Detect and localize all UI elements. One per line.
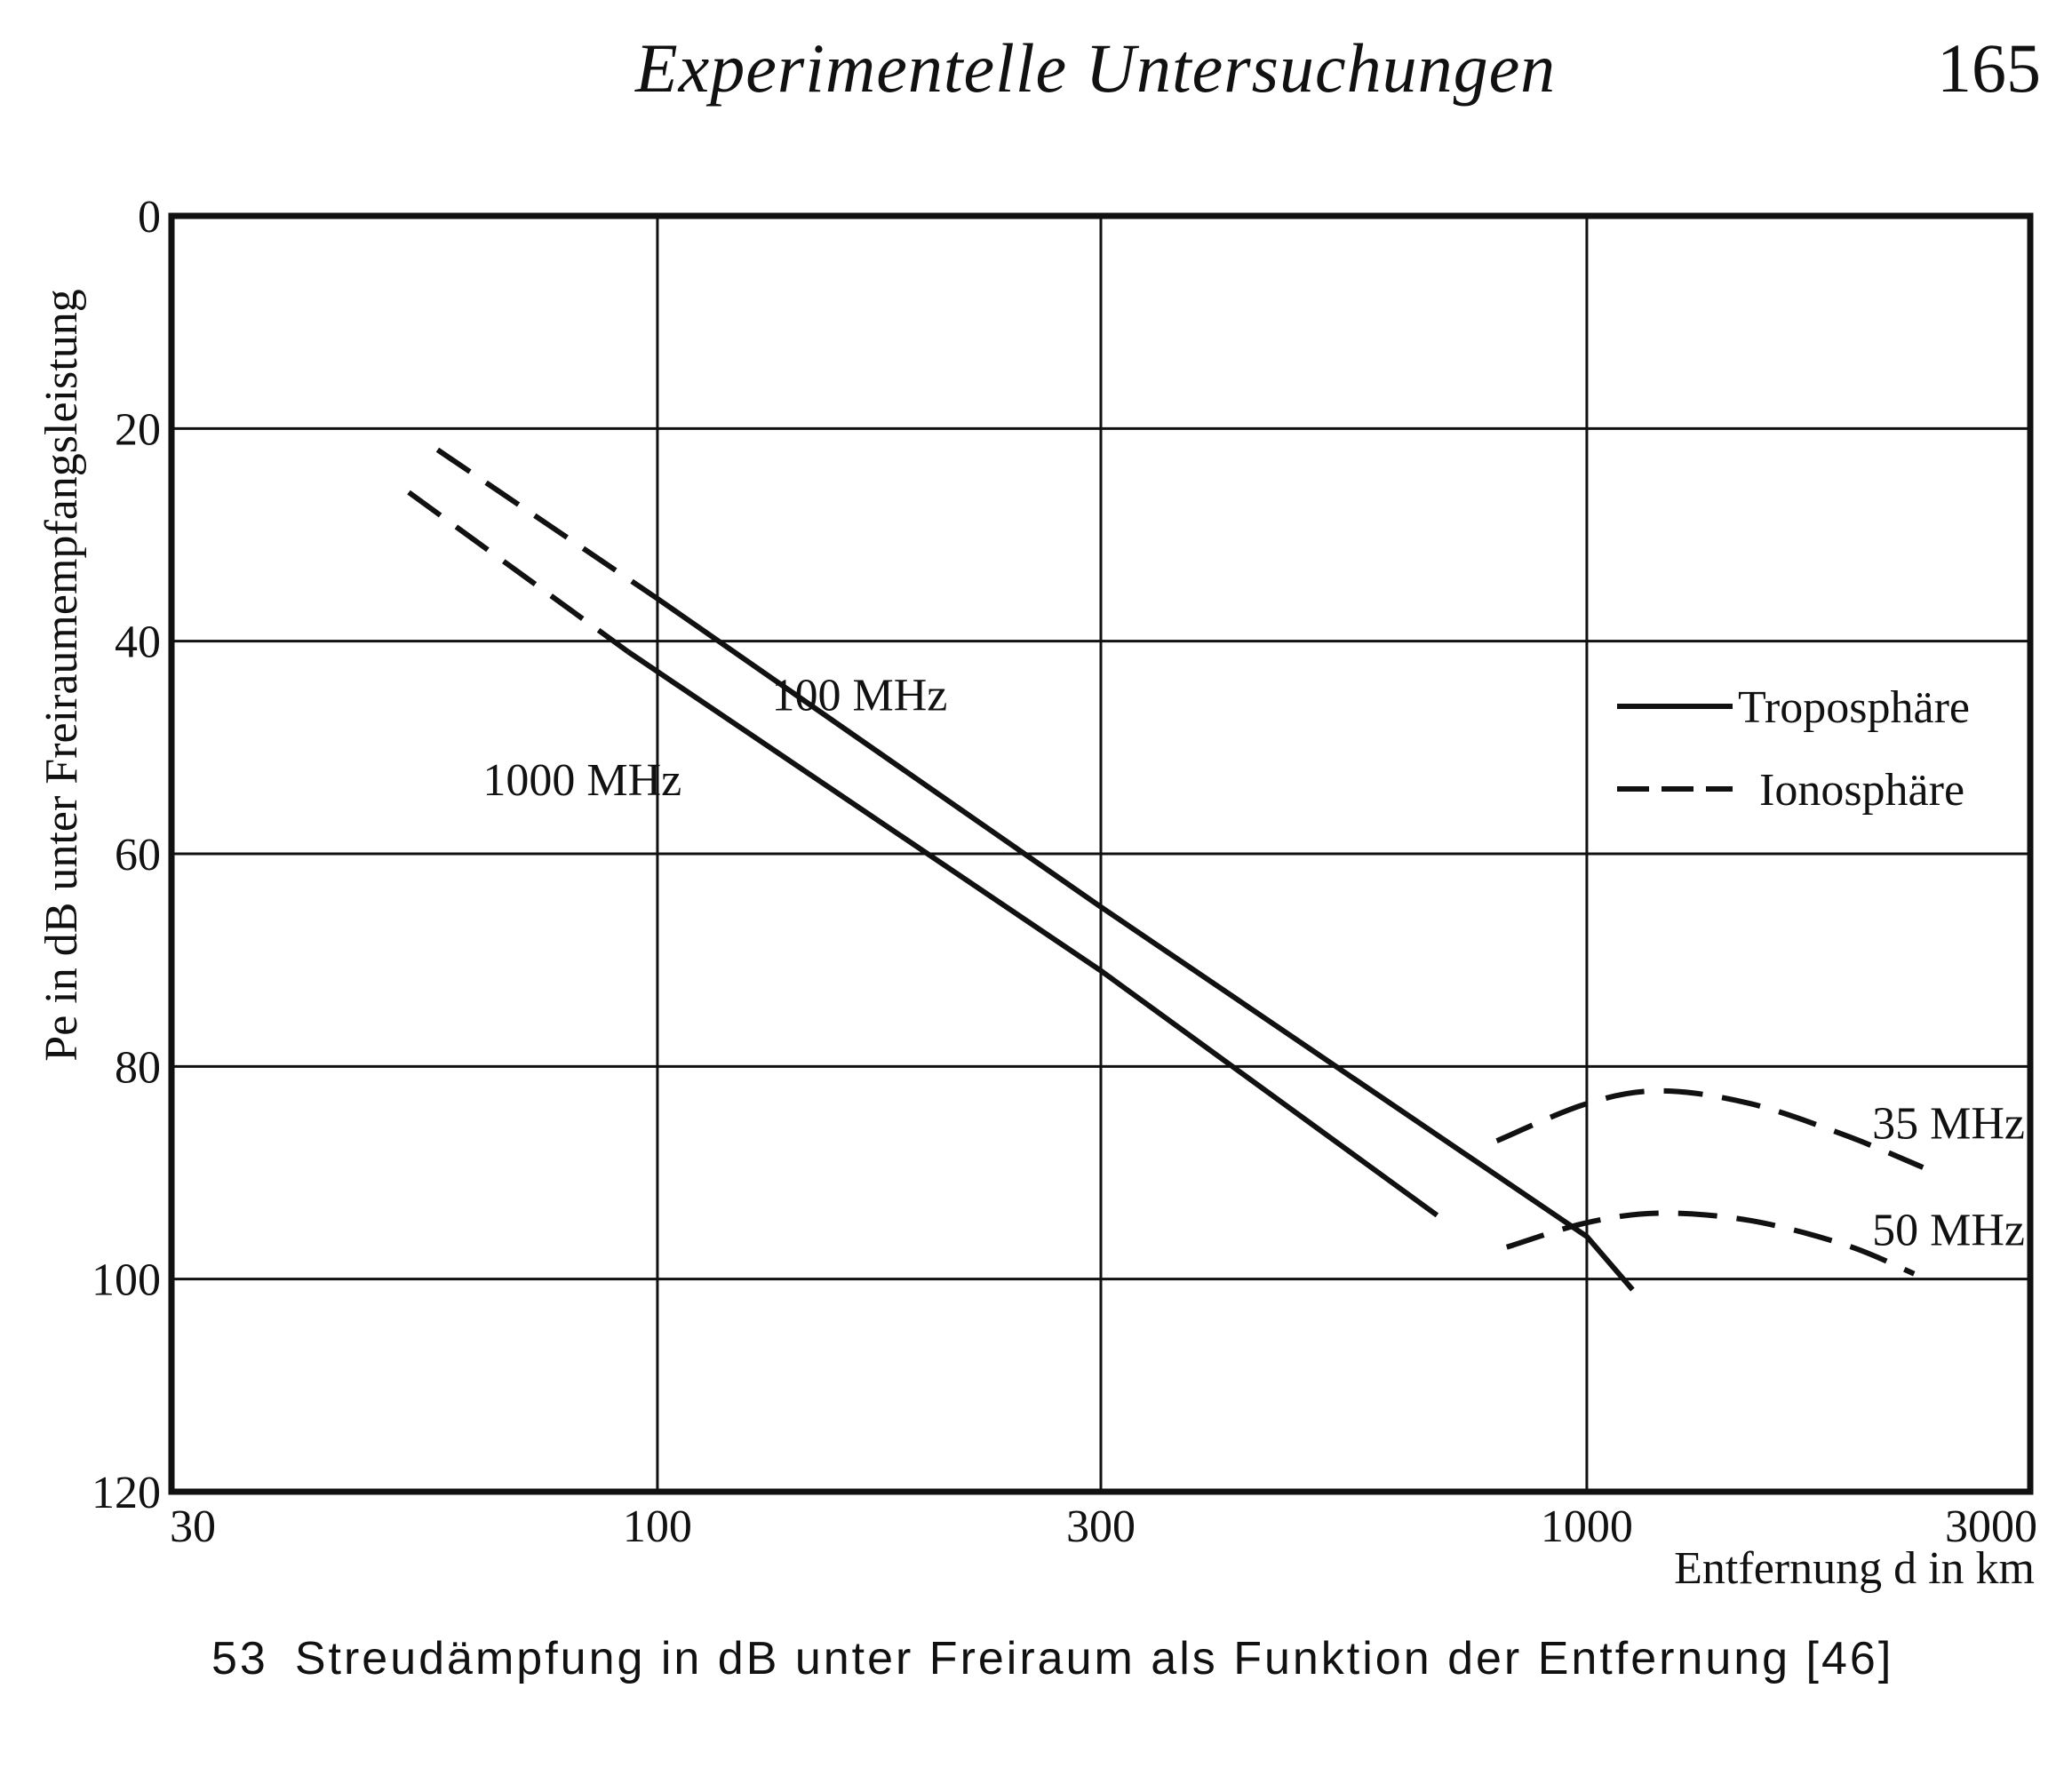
series-label-35-mhz: 35 MHz (1872, 1099, 2025, 1150)
series-label-100-mhz: 100 MHz (771, 670, 947, 721)
x-axis-label: Entfernung d in km (1674, 1543, 2035, 1594)
y-tick-label-100: 100 (92, 1255, 161, 1306)
series-line-50-mhz-dashed-0 (1505, 1210, 1916, 1277)
x-tick-label-300: 300 (1066, 1501, 1136, 1552)
legend: Troposphäre Ionosphäre (1617, 682, 1970, 816)
running-title: Experimentelle Untersuchungen (635, 29, 1557, 107)
series-line-100-mhz-solid-1 (656, 596, 1635, 1292)
y-axis-label: Pe in dB unter Freiraumempfangsleistung (36, 289, 87, 1061)
y-tick-label-80: 80 (115, 1042, 161, 1093)
series-label-50-mhz: 50 MHz (1872, 1205, 2025, 1255)
series-line-35-mhz-dashed-0 (1495, 1087, 1925, 1170)
page-header: Experimentelle Untersuchungen 165 (0, 18, 2072, 115)
grid-layer (171, 216, 2030, 1492)
series-label-1000-mhz: 1000 MHz (482, 755, 681, 806)
x-tick-label-100: 100 (623, 1501, 692, 1552)
series-line-100-mhz-dashed-0 (435, 447, 659, 601)
y-tick-label-40: 40 (115, 617, 161, 668)
series-line-1000-mhz-solid-1 (626, 649, 1439, 1218)
caption-number: 53 (211, 1633, 268, 1684)
y-tick-label-120: 120 (92, 1468, 161, 1518)
figure-caption: 53 Streudämpfung in dB unter Freiraum als… (211, 1633, 2042, 1684)
annotation-layer: 100 MHz 1000 MHz 35 MHz 50 MHz (482, 670, 2025, 1255)
page-number: 165 (1937, 29, 2041, 107)
x-tick-label-1000: 1000 (1541, 1501, 1633, 1552)
caption-text: Streudämpfung in dB unter Freiraum als F… (294, 1633, 1894, 1684)
legend-label-2: Ionosphäre (1759, 765, 1964, 816)
series-line-1000-mhz-dashed-0 (407, 490, 630, 655)
series-layer (407, 447, 1925, 1292)
y-tick-label-20: 20 (115, 404, 161, 455)
plot-frame (168, 212, 2034, 1495)
y-tick-label-60: 60 (115, 830, 161, 880)
x-tick-label-30: 30 (170, 1501, 216, 1552)
x-tick-label-3000: 3000 (1945, 1501, 2037, 1552)
legend-label-1: Troposphäre (1738, 682, 1970, 733)
y-tick-label-0: 0 (138, 192, 161, 243)
